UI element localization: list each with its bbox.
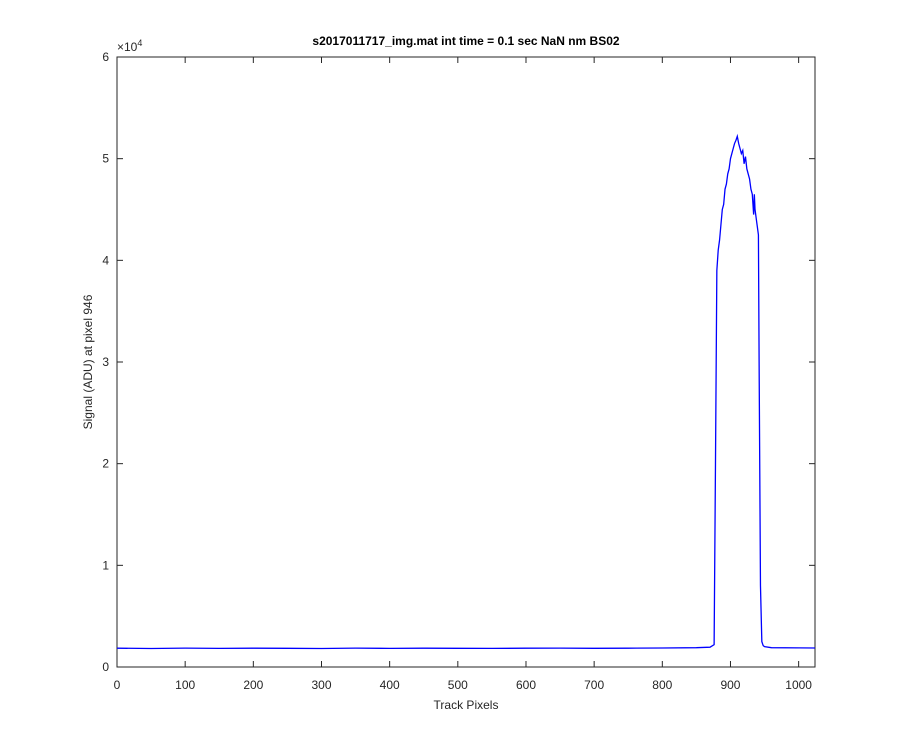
- x-tick-label: 0: [114, 678, 121, 692]
- x-tick-label: 800: [652, 678, 672, 692]
- x-tick-label: 500: [448, 678, 468, 692]
- x-tick-label: 900: [720, 678, 740, 692]
- y-multiplier-exponent: 4: [137, 38, 142, 48]
- y-tick-label: 3: [102, 355, 109, 369]
- y-tick-label: 6: [102, 50, 109, 64]
- y-tick-label: 1: [102, 558, 109, 572]
- data-line: [116, 133, 816, 650]
- y-tick-label: 0: [102, 660, 109, 674]
- y-tick-label: 4: [102, 253, 109, 267]
- x-tick-label: 1000: [785, 678, 812, 692]
- y-multiplier-base: ×10: [117, 40, 138, 54]
- x-tick-label: 700: [584, 678, 604, 692]
- y-axis-label: Signal (ADU) at pixel 946: [81, 294, 95, 429]
- axes-box: [116, 56, 816, 668]
- y-multiplier: ×104: [117, 38, 142, 54]
- x-tick-label: 200: [243, 678, 263, 692]
- x-tick-label: 600: [516, 678, 536, 692]
- y-tick-label: 5: [102, 152, 109, 166]
- y-tick-label: 2: [102, 457, 109, 471]
- chart-title: s2017011717_img.mat int time = 0.1 sec N…: [312, 34, 619, 48]
- x-tick-label: 400: [380, 678, 400, 692]
- x-tick-label: 300: [311, 678, 331, 692]
- x-axis-label: Track Pixels: [434, 698, 499, 712]
- x-tick-label: 100: [175, 678, 195, 692]
